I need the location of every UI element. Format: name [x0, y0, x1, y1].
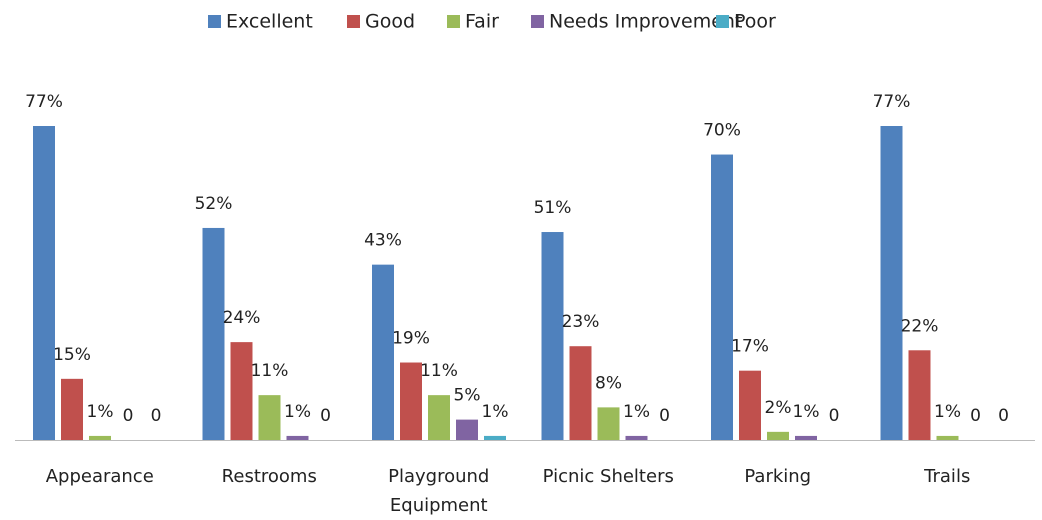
legend-swatch — [531, 15, 544, 28]
bar — [541, 232, 564, 440]
value-label: 11% — [420, 361, 458, 381]
value-label: 5% — [454, 386, 481, 406]
bar — [484, 435, 506, 440]
bar — [372, 264, 394, 440]
value-label: 0 — [998, 406, 1009, 426]
value-label: 77% — [873, 92, 911, 112]
value-label: 23% — [562, 312, 600, 332]
bar — [258, 395, 281, 440]
bar — [767, 431, 789, 440]
bar — [202, 227, 225, 440]
value-label: 1% — [623, 402, 650, 422]
legend-label: Excellent — [226, 11, 313, 33]
value-label: 17% — [731, 337, 769, 357]
value-label: 1% — [482, 402, 509, 422]
legend-swatch — [347, 15, 360, 28]
value-label: 24% — [223, 308, 261, 328]
bar — [795, 435, 817, 440]
bar — [286, 435, 309, 440]
legend-label: Fair — [465, 11, 499, 33]
legend-swatch — [716, 15, 729, 28]
value-label: 77% — [25, 92, 63, 112]
bar — [597, 407, 620, 440]
bar — [61, 378, 83, 440]
value-label: 52% — [195, 194, 233, 214]
bar — [400, 362, 422, 440]
value-label: 1% — [934, 402, 961, 422]
bar — [625, 435, 648, 440]
bar — [89, 435, 111, 440]
legend-label: Good — [365, 11, 415, 33]
legend-swatch — [208, 15, 221, 28]
legend-swatch — [447, 15, 460, 28]
legend-label: Poor — [734, 11, 776, 33]
bar — [739, 370, 761, 440]
bar — [908, 350, 931, 440]
category-label: Picnic Shelters — [542, 466, 674, 487]
category-label: Appearance — [45, 466, 154, 487]
value-label: 0 — [151, 406, 162, 426]
bar — [33, 126, 55, 440]
value-label: 70% — [703, 121, 741, 141]
value-label: 1% — [87, 402, 114, 422]
category-label: Parking — [744, 466, 812, 487]
value-label: 15% — [53, 345, 91, 365]
bar — [456, 419, 478, 440]
value-label: 8% — [595, 373, 622, 393]
value-label: 0 — [123, 406, 134, 426]
legend-label: Needs Improvement — [549, 11, 742, 33]
value-label: 19% — [392, 329, 430, 349]
value-label: 1% — [284, 402, 311, 422]
value-label: 0 — [970, 406, 981, 426]
bar — [569, 346, 592, 440]
category-label: Playground Equipment — [388, 466, 490, 516]
value-label: 0 — [829, 406, 840, 426]
bar — [230, 342, 253, 440]
category-label: Trails — [924, 466, 971, 487]
bar — [428, 395, 450, 440]
value-label: 43% — [364, 231, 402, 251]
value-label: 22% — [901, 316, 939, 336]
bar — [936, 435, 959, 440]
bar — [880, 126, 903, 440]
value-label: 11% — [251, 361, 289, 381]
value-label: 0 — [659, 406, 670, 426]
category-label: Restrooms — [221, 466, 317, 487]
value-label: 51% — [534, 198, 572, 218]
bar — [711, 154, 733, 440]
value-label: 2% — [765, 398, 792, 418]
value-label: 1% — [793, 402, 820, 422]
value-label: 0 — [320, 406, 331, 426]
